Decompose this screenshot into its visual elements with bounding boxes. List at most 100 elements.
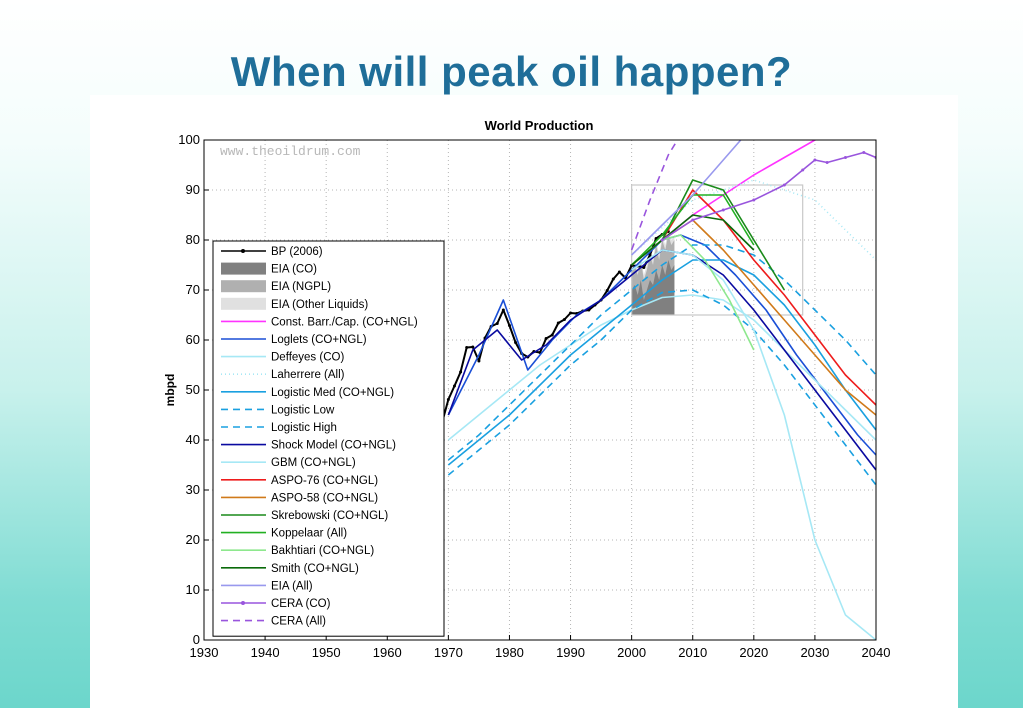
series-layer xyxy=(416,140,876,640)
series-point-cera-co xyxy=(843,156,847,159)
chart-title: World Production xyxy=(485,118,594,133)
legend-item-loglets-co-ngl: Loglets (CO+NGL) xyxy=(221,334,367,346)
watermark: www.theoildrum.com xyxy=(220,144,361,159)
legend-label: EIA (NGPL) xyxy=(271,281,331,293)
x-tick-label: 2030 xyxy=(800,645,829,660)
series-point-bp-2006 xyxy=(501,308,505,312)
x-tick-label: 2020 xyxy=(739,645,768,660)
legend-item-eia-co: EIA (CO) xyxy=(221,262,317,276)
series-point-bp-2006 xyxy=(452,384,456,388)
series-line-logistic-med-co-ngl xyxy=(447,259,876,466)
series-point-cera-co xyxy=(862,151,866,154)
chart: World Production mbpd www.theoildrum.com… xyxy=(163,118,891,660)
legend-label: EIA (CO) xyxy=(271,264,317,276)
y-tick-label: 20 xyxy=(186,532,200,547)
series-point-bp-2006 xyxy=(465,346,469,349)
figure-panel: World Production mbpd www.theoildrum.com… xyxy=(90,95,958,708)
legend-label: GBM (CO+NGL) xyxy=(271,457,356,469)
legend-item-shock-model-co-ngl: Shock Model (CO+NGL) xyxy=(221,440,396,452)
legend-item-bp-2006: BP (2006) xyxy=(221,246,323,258)
x-tick-label: 1980 xyxy=(495,645,524,660)
legend-item-cera-all: CERA (All) xyxy=(221,616,326,628)
series-point-cera-co xyxy=(825,161,829,164)
legend-swatch xyxy=(221,280,266,293)
series-point-bp-2006 xyxy=(617,270,621,274)
y-tick-label: 90 xyxy=(186,182,200,197)
legend-item-deffeyes-co: Deffeyes (CO) xyxy=(221,352,344,364)
legend-item-laherrere-all: Laherrere (All) xyxy=(221,369,345,381)
series-point-bp-2006 xyxy=(550,333,554,337)
x-tick-label: 2040 xyxy=(862,645,891,660)
series-point-bp-2006 xyxy=(459,370,463,374)
slide-title: When will peak oil happen? xyxy=(230,48,793,95)
series-line-cera-all xyxy=(630,140,679,251)
legend-item-eia-other-liquids: EIA (Other Liquids) xyxy=(221,297,368,311)
x-tick-label: 1990 xyxy=(556,645,585,660)
series-point-bp-2006 xyxy=(477,359,481,363)
series-line-smith-co-ngl xyxy=(631,214,755,266)
legend-label: Laherrere (All) xyxy=(271,369,345,381)
legend-swatch xyxy=(221,262,266,275)
series-line-logistic-high xyxy=(447,244,876,461)
series-line-shock-model-co-ngl xyxy=(447,249,876,471)
series-point-bp-2006 xyxy=(556,321,560,325)
legend-label: Logistic Med (CO+NGL) xyxy=(271,387,394,399)
y-tick-label: 50 xyxy=(186,382,200,397)
legend-marker xyxy=(241,601,245,605)
series-point-bp-2006 xyxy=(648,253,652,257)
series-point-cera-co xyxy=(801,168,805,172)
legend-item-bakhtiari-co-ngl: Bakhtiari (CO+NGL) xyxy=(221,545,374,557)
legend-item-aspo-76-co-ngl: ASPO-76 (CO+NGL) xyxy=(221,475,378,487)
series-point-bp-2006 xyxy=(569,311,573,315)
legend-label: Koppelaar (All) xyxy=(271,528,347,540)
legend-label: Bakhtiari (CO+NGL) xyxy=(271,545,374,557)
x-tick-label: 2000 xyxy=(617,645,646,660)
legend-item-logistic-low: Logistic Low xyxy=(221,404,335,416)
series-point-cera-co xyxy=(782,183,786,187)
series-point-bp-2006 xyxy=(507,324,511,327)
legend-label: EIA (All) xyxy=(271,580,313,592)
legend-item-skrebowski-co-ngl: Skrebowski (CO+NGL) xyxy=(221,510,388,522)
legend-label: ASPO-76 (CO+NGL) xyxy=(271,475,378,487)
legend-swatch xyxy=(221,297,266,310)
legend-item-smith-co-ngl: Smith (CO+NGL) xyxy=(221,563,359,575)
y-tick-label: 70 xyxy=(186,282,200,297)
legend-label: Logistic High xyxy=(271,422,337,434)
x-tick-label: 1970 xyxy=(434,645,463,660)
legend-marker xyxy=(241,249,245,253)
series-point-bp-2006 xyxy=(446,398,450,401)
series-line-eia-all xyxy=(631,140,742,256)
legend-item-eia-all: EIA (All) xyxy=(221,580,313,592)
x-tick-label: 1940 xyxy=(251,645,280,660)
series-point-bp-2006 xyxy=(495,322,499,325)
legend-item-cera-co: CERA (CO) xyxy=(221,598,331,610)
series-point-cera-co xyxy=(691,218,695,222)
legend-label: ASPO-58 (CO+NGL) xyxy=(271,492,378,504)
y-tick-label: 10 xyxy=(186,582,200,597)
legend-item-gbm-co-ngl: GBM (CO+NGL) xyxy=(221,457,356,469)
x-tick-label: 1960 xyxy=(373,645,402,660)
x-tick-label: 2010 xyxy=(678,645,707,660)
series-line-aspo-76-co-ngl xyxy=(631,189,876,406)
legend-label: Skrebowski (CO+NGL) xyxy=(271,510,388,522)
legend-item-logistic-med-co-ngl: Logistic Med (CO+NGL) xyxy=(221,387,394,399)
series-line-deffeyes-co xyxy=(447,294,876,441)
series-line-bp-2006 xyxy=(416,230,669,482)
legend-label: Loglets (CO+NGL) xyxy=(271,334,367,346)
series-point-cera-co xyxy=(660,238,664,242)
legend-item-aspo-58-co-ngl: ASPO-58 (CO+NGL) xyxy=(221,492,378,504)
legend-item-const-barr-cap-co-ngl: Const. Barr./Cap. (CO+NGL) xyxy=(221,316,418,328)
legend-label: Logistic Low xyxy=(271,404,335,416)
x-tick-label: 1950 xyxy=(312,645,341,660)
series-point-bp-2006 xyxy=(514,341,518,344)
legend-label: BP (2006) xyxy=(271,246,323,258)
y-tick-label: 100 xyxy=(178,132,200,147)
series-point-bp-2006 xyxy=(611,277,615,281)
series-point-cera-co xyxy=(752,198,756,202)
y-tick-label: 40 xyxy=(186,432,200,447)
series-point-bp-2006 xyxy=(544,337,548,340)
x-tick-label: 1930 xyxy=(190,645,219,660)
legend-item-logistic-high: Logistic High xyxy=(221,422,337,434)
legend-label: Shock Model (CO+NGL) xyxy=(271,440,396,452)
series-point-bp-2006 xyxy=(642,266,646,269)
